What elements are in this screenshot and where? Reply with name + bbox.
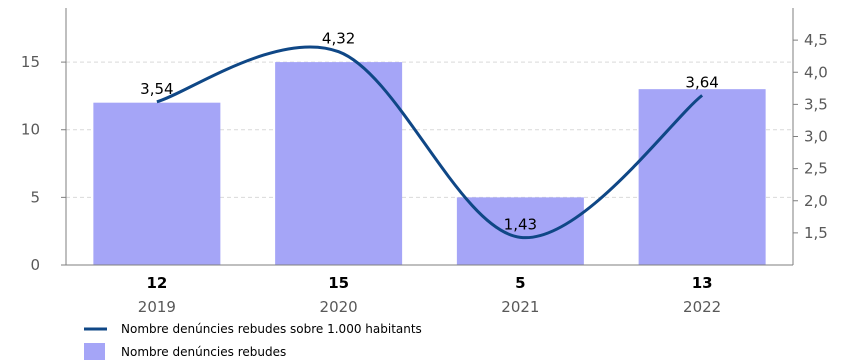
series-line bbox=[156, 45, 704, 239]
right-tick-label: 4,5 bbox=[804, 31, 828, 49]
left-tick-label: 5 bbox=[30, 188, 40, 206]
bar-series bbox=[93, 62, 766, 266]
right-tick-label: 2,0 bbox=[804, 192, 828, 210]
data-labels: 3,54 4,32 1,43 3,64 bbox=[140, 30, 719, 234]
category-label: 2021 bbox=[501, 298, 539, 316]
category-label: 2020 bbox=[320, 298, 358, 316]
legend-bar-label: Nombre denúncies rebudes bbox=[121, 345, 286, 359]
bar bbox=[638, 89, 766, 265]
right-tick-label: 2,5 bbox=[804, 160, 828, 178]
bar bbox=[93, 102, 221, 266]
legend-line-label: Nombre denúncies rebudes sobre 1.000 hab… bbox=[121, 322, 422, 336]
line-data-label: 4,32 bbox=[322, 30, 355, 48]
category-labels: 12 2019 15 2020 5 2021 13 2022 bbox=[138, 274, 721, 316]
bar-value-label: 5 bbox=[515, 274, 525, 292]
left-tick-label: 15 bbox=[21, 53, 40, 71]
legend: Nombre denúncies rebudes sobre 1.000 hab… bbox=[84, 322, 422, 360]
right-tick-label: 3,5 bbox=[804, 95, 828, 113]
legend-bar-swatch bbox=[84, 343, 105, 360]
line-series bbox=[156, 45, 704, 239]
line-data-label: 3,54 bbox=[140, 80, 173, 98]
bar-value-label: 15 bbox=[328, 274, 349, 292]
line-data-label: 1,43 bbox=[504, 215, 537, 233]
line-data-label: 3,64 bbox=[685, 73, 718, 91]
bar-value-label: 13 bbox=[692, 274, 713, 292]
axes: 0 5 10 15 1,5 2,0 2,5 3,0 3,5 4,0 4,5 bbox=[21, 8, 828, 274]
left-tick-label: 10 bbox=[21, 121, 40, 139]
right-tick-label: 4,0 bbox=[804, 63, 828, 81]
bar bbox=[275, 62, 403, 266]
right-tick-label: 3,0 bbox=[804, 128, 828, 146]
right-tick-label: 1,5 bbox=[804, 224, 828, 242]
category-label: 2019 bbox=[138, 298, 176, 316]
left-tick-label: 0 bbox=[30, 256, 40, 274]
category-label: 2022 bbox=[683, 298, 721, 316]
bar bbox=[456, 197, 584, 265]
bar-value-label: 12 bbox=[146, 274, 167, 292]
